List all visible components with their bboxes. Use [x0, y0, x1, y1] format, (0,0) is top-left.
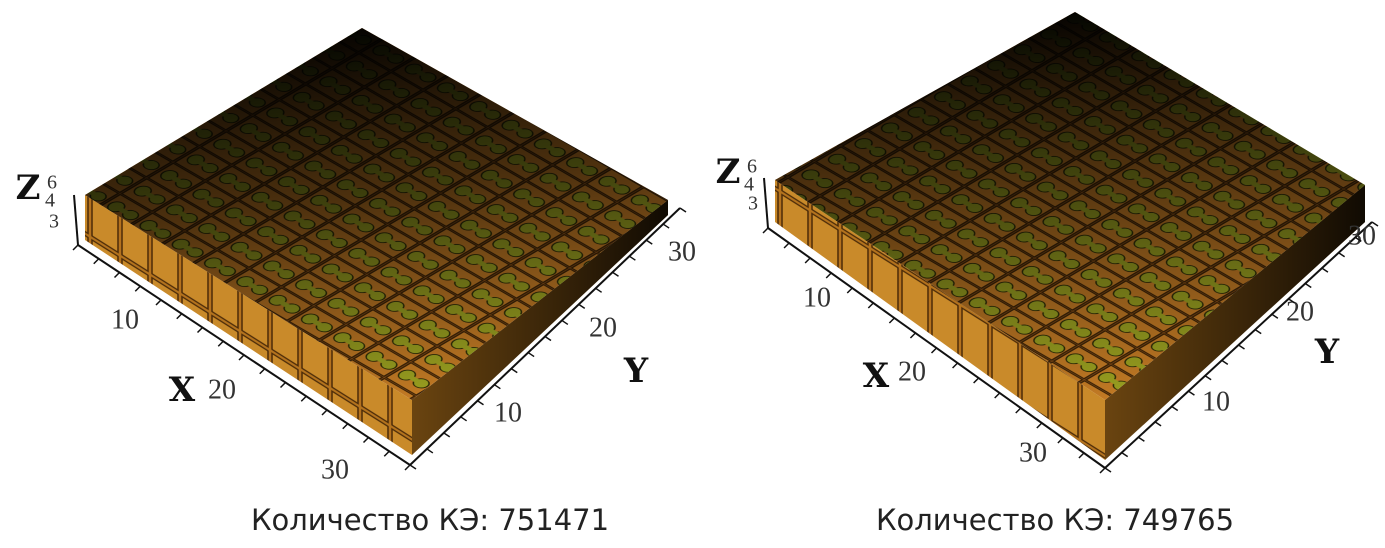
- axis-tick: [847, 288, 852, 293]
- y-axis-label: Y: [1314, 332, 1340, 372]
- figure: Z 6 4 3 10 20 30 X 10 20 30 Y Количество…: [0, 0, 1385, 548]
- axis-tick: [579, 304, 585, 308]
- caption: Количество КЭ: 749765: [876, 503, 1234, 537]
- axis-tick: [1079, 453, 1084, 458]
- axis-tick: [763, 228, 768, 233]
- axis-tick: [784, 243, 789, 248]
- y-axis-label: Y: [623, 351, 649, 391]
- axis-tick: [889, 318, 894, 323]
- axis-tick: [444, 433, 450, 437]
- axis-tick: [511, 369, 517, 373]
- axis-tick: [94, 259, 99, 264]
- axis-tick: [73, 245, 78, 250]
- panel: Z 6 4 3 10 20 30 X 10 20 30 Y Количество…: [716, 12, 1376, 537]
- axis-tick: [1339, 253, 1345, 257]
- axis-tick: [562, 320, 568, 324]
- axis-tick: [528, 353, 534, 357]
- axis-tick: [1222, 360, 1228, 364]
- axis-tick: [1272, 314, 1278, 318]
- axis-tick: [1016, 408, 1021, 413]
- z-axis-label: Z: [16, 168, 41, 208]
- axis-tick: [198, 328, 203, 333]
- axis-tick: [1322, 268, 1328, 272]
- z-tick-label: 4: [45, 190, 55, 212]
- z-axis: [764, 178, 768, 228]
- axis-tick: [494, 385, 500, 389]
- axis-tick: [1105, 468, 1111, 472]
- axis-tick: [1205, 376, 1211, 380]
- z-tick-label: 3: [49, 211, 59, 233]
- axis-tick: [1100, 468, 1105, 473]
- axis-tick: [260, 369, 265, 374]
- y-tick-label: 10: [1202, 386, 1230, 417]
- axis-tick: [135, 286, 140, 291]
- x-tick-label: 10: [803, 282, 831, 313]
- z-axis: [74, 195, 78, 245]
- axis-tick: [461, 417, 467, 421]
- y-tick-label: 20: [589, 312, 617, 343]
- axis-tick: [1255, 330, 1261, 334]
- axis-tick: [995, 393, 1000, 398]
- axis-tick: [239, 355, 244, 360]
- axis-tick: [1188, 391, 1194, 395]
- axis-tick: [663, 224, 669, 228]
- box-top-shade: [85, 28, 668, 400]
- axis-tick: [218, 341, 223, 346]
- axis-tick: [932, 348, 937, 353]
- axis-tick: [1037, 423, 1042, 428]
- z-axis-label: Z: [716, 152, 741, 192]
- y-tick-label: 20: [1286, 296, 1314, 327]
- axis-tick: [613, 272, 619, 276]
- axis-tick: [868, 303, 873, 308]
- x-axis-label: X: [863, 356, 890, 396]
- axis-tick: [1138, 437, 1144, 441]
- axis-tick: [1239, 345, 1245, 349]
- axis-tick: [910, 333, 915, 338]
- axis-tick: [1058, 438, 1063, 443]
- axis-tick: [156, 300, 161, 305]
- caption: Количество КЭ: 751471: [251, 503, 609, 537]
- axis-tick: [1122, 453, 1128, 457]
- axis-tick: [1305, 284, 1311, 288]
- axis-tick: [646, 240, 652, 244]
- axis-tick: [343, 424, 348, 429]
- axis-tick: [596, 288, 602, 292]
- axis-tick: [364, 438, 369, 443]
- axis-tick: [629, 256, 635, 260]
- y-tick-label: 30: [1348, 220, 1376, 251]
- axis-tick: [405, 465, 410, 470]
- axis-tick: [281, 383, 286, 388]
- y-tick-label: 30: [668, 236, 696, 267]
- axis-tick: [953, 363, 958, 368]
- y-tick-label: 10: [494, 397, 522, 428]
- axis-tick: [177, 314, 182, 319]
- axis-tick: [1155, 422, 1161, 426]
- x-tick-label: 10: [111, 304, 139, 335]
- x-tick-label: 20: [898, 356, 926, 387]
- x-tick-label: 30: [1019, 437, 1047, 468]
- axis-tick: [410, 465, 416, 469]
- axis-tick: [680, 208, 686, 212]
- x-axis-label: X: [169, 370, 196, 410]
- axis-tick: [545, 337, 551, 341]
- axis-tick: [805, 258, 810, 263]
- axis-tick: [115, 273, 120, 278]
- x-tick-label: 30: [321, 454, 349, 485]
- axis-tick: [974, 378, 979, 383]
- box-top-shade: [775, 12, 1365, 400]
- axis-tick: [301, 396, 306, 401]
- axis-tick: [1172, 407, 1178, 411]
- axis-tick: [384, 451, 389, 456]
- axis-tick: [427, 449, 433, 453]
- z-tick-label: 3: [748, 193, 758, 215]
- panel: Z 6 4 3 10 20 30 X 10 20 30 Y Количество…: [16, 28, 696, 537]
- x-tick-label: 20: [208, 374, 236, 405]
- axis-tick: [478, 401, 484, 405]
- axis-tick: [826, 273, 831, 278]
- axis-tick: [322, 410, 327, 415]
